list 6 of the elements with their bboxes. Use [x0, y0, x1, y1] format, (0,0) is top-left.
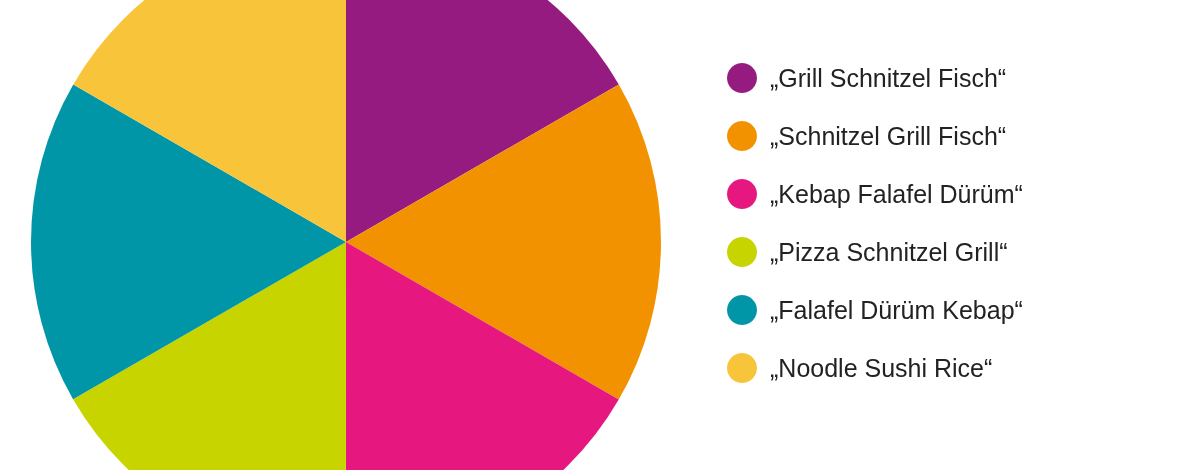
legend-label: „Pizza Schnitzel Grill“	[770, 238, 1008, 266]
legend-label: „Kebap Falafel Dürüm“	[770, 180, 1023, 208]
legend-label: „Schnitzel Grill Fisch“	[770, 122, 1007, 150]
legend-label: „Grill Schnitzel Fisch“	[770, 64, 1007, 92]
legend-label: „Falafel Dürüm Kebap“	[770, 296, 1023, 324]
legend-label: „Noodle Sushi Rice“	[770, 354, 993, 382]
